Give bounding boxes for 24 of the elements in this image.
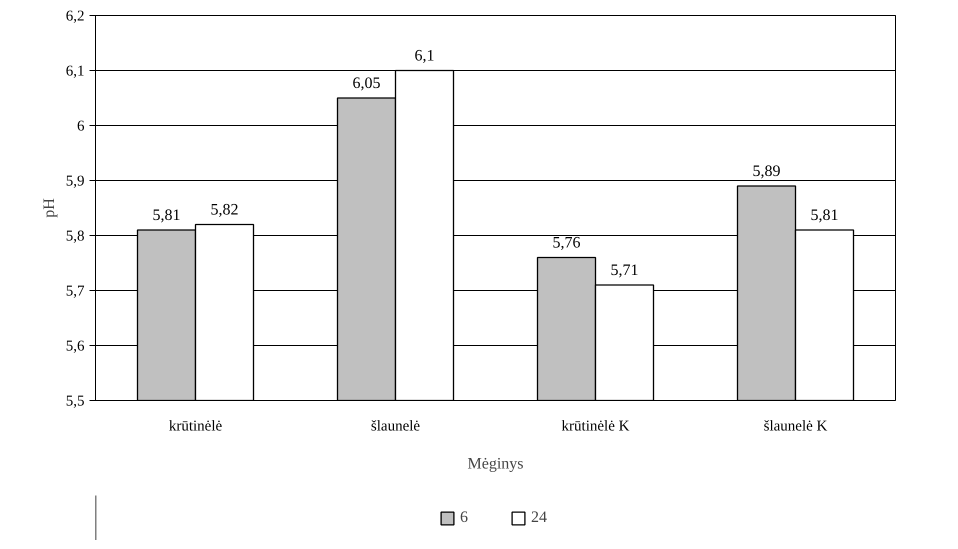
data-label: 5,89 (752, 163, 780, 180)
x-tick-label: krūtinėlė K (562, 418, 630, 434)
data-label: 5,81 (152, 207, 180, 224)
y-tick-label: 5,6 (66, 338, 85, 354)
y-tick-label: 5,5 (66, 394, 84, 410)
y-tick-label: 6 (77, 118, 85, 134)
data-label: 6,05 (352, 75, 380, 92)
data-label: 6,1 (414, 48, 434, 64)
y-tick-label: 6,1 (66, 64, 84, 80)
y-tick-label: 5,8 (66, 228, 84, 244)
y-tick-label: 6,2 (66, 8, 84, 24)
legend-label: 24 (531, 508, 548, 526)
data-label: 5,82 (210, 202, 238, 218)
y-tick-label: 5,7 (66, 284, 85, 300)
data-label: 5,76 (552, 234, 580, 252)
x-tick-label: šlaunelė K (764, 418, 828, 434)
data-label: 5,81 (810, 207, 838, 224)
data-label: 5,71 (610, 262, 638, 279)
x-tick-label: šlaunelė (370, 418, 420, 434)
legend-label: 6 (460, 508, 469, 526)
y-tick-label: 5,9 (66, 174, 84, 190)
x-tick-label: krūtinėlė (168, 418, 222, 434)
x-axis-title: Mėginys (468, 456, 524, 472)
y-axis-title: pH (40, 198, 58, 218)
